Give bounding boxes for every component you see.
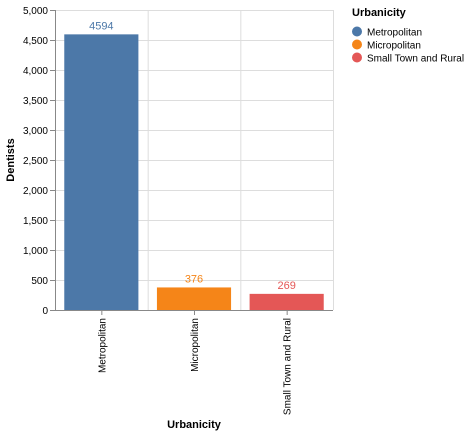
legend-title: Urbanicity xyxy=(352,7,407,19)
legend-label: Small Town and Rural xyxy=(367,54,464,65)
y-tick-label: 2,500 xyxy=(23,156,48,167)
x-tick-label: Small Town and Rural xyxy=(283,318,294,415)
data-labels: 4594 376 269 xyxy=(89,20,296,292)
legend-swatch xyxy=(352,26,362,37)
y-tick-label: 2,000 xyxy=(23,186,48,197)
data-label: 4594 xyxy=(89,20,113,32)
legend-label: Micropolitan xyxy=(367,41,421,52)
y-tick-label: 500 xyxy=(31,276,48,287)
bar xyxy=(156,287,232,310)
y-tick-label: 4,500 xyxy=(23,36,48,47)
y-tick-label: 3,500 xyxy=(23,96,48,107)
legend-swatch xyxy=(352,39,362,50)
x-tick-label: Metropolitan xyxy=(97,318,108,373)
bars xyxy=(64,34,324,311)
legend-label: Metropolitan xyxy=(367,28,422,39)
y-axis-ticks: 0 500 1,000 1,500 2,000 2,500 3,000 3,500 4,000 4… xyxy=(23,6,55,317)
y-tick-label: 4,000 xyxy=(23,66,48,77)
y-tick-label: 3,000 xyxy=(23,126,48,137)
x-axis-title: Urbanicity xyxy=(167,419,222,431)
x-axis-ticks: Metropolitan Micropolitan Small Town and R… xyxy=(97,310,294,415)
bar xyxy=(64,34,139,311)
y-tick-label: 0 xyxy=(42,306,48,317)
legend-swatch xyxy=(352,52,362,63)
data-label: 376 xyxy=(185,273,203,285)
legend: Urbanicity Metropolitan Micropolitan Small… xyxy=(352,7,464,65)
y-tick-label: 1,500 xyxy=(23,216,48,227)
bar xyxy=(249,293,324,310)
y-tick-label: 1,000 xyxy=(23,246,48,257)
data-label: 269 xyxy=(277,280,295,292)
y-tick-label: 5,000 xyxy=(23,6,48,17)
y-axis-title: Dentists xyxy=(5,138,17,181)
x-tick-label: Micropolitan xyxy=(190,318,201,372)
legend-items: Metropolitan Micropolitan Small Town and R… xyxy=(352,26,464,65)
